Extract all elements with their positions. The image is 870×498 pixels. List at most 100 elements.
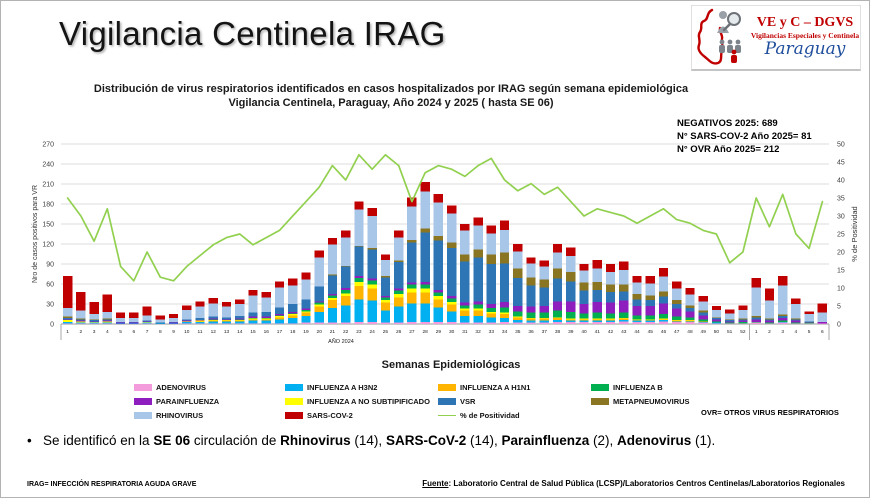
svg-text:0: 0 [50, 322, 54, 329]
footer-source-text: : Laboratorio Central de Salud Pública (… [448, 479, 845, 488]
svg-text:40: 40 [837, 178, 845, 185]
svg-text:4: 4 [795, 329, 798, 335]
svg-text:6: 6 [132, 329, 135, 335]
svg-text:4: 4 [106, 329, 109, 335]
svg-text:13: 13 [224, 329, 230, 335]
stacked-bars [62, 182, 828, 324]
svg-text:26: 26 [396, 329, 402, 335]
svg-text:28: 28 [422, 329, 428, 335]
legend-item-influenza-a-h3n2: INFLUENZA A H3N2 [285, 382, 377, 393]
x-group-label: AÑO 2024 [328, 338, 354, 345]
svg-text:3: 3 [93, 329, 96, 335]
y-left-axis-title: Nro de casos positivos para VR [32, 185, 39, 283]
paraguay-map-outline-icon [697, 8, 724, 65]
svg-text:35: 35 [515, 329, 521, 335]
svg-text:45: 45 [837, 160, 845, 167]
svg-text:48: 48 [687, 329, 693, 335]
svg-text:2: 2 [768, 329, 771, 335]
svg-text:14: 14 [237, 329, 243, 335]
svg-text:25: 25 [837, 232, 845, 239]
svg-text:37: 37 [542, 329, 548, 335]
legend-item-influenza-b: INFLUENZA B [591, 382, 663, 393]
svg-text:1: 1 [66, 329, 69, 335]
svg-text:12: 12 [211, 329, 217, 335]
ovr-note: OVR= OTROS VIRUS RESPIRATORIOS [701, 408, 839, 417]
y-right-tick-labels: 0 5 10 15 20 25 30 35 40 45 50 [837, 142, 845, 329]
svg-text:45: 45 [648, 329, 654, 335]
svg-text:60: 60 [46, 282, 54, 289]
legend-swatch [285, 412, 303, 419]
positivity-line [66, 153, 824, 282]
svg-text:2: 2 [80, 329, 83, 335]
svg-text:50: 50 [837, 142, 845, 149]
svg-text:33: 33 [489, 329, 495, 335]
svg-text:25: 25 [383, 329, 389, 335]
y-right-axis-title: % de Positividad [850, 206, 859, 261]
magnifier-person-icon [717, 10, 741, 33]
svg-text:46: 46 [661, 329, 667, 335]
legend-swatch [591, 384, 609, 391]
svg-text:40: 40 [581, 329, 587, 335]
svg-text:5: 5 [119, 329, 122, 335]
svg-text:16: 16 [264, 329, 270, 335]
svg-text:29: 29 [436, 329, 442, 335]
page-title: Vigilancia Centinela IRAG [59, 15, 446, 52]
legend-swatch [134, 398, 152, 405]
svg-text:19: 19 [303, 329, 309, 335]
chart-title: Distribución de virus respiratorios iden… [41, 82, 741, 110]
svg-text:20: 20 [837, 250, 845, 257]
legend-label: METAPNEUMOVIRUS [613, 397, 690, 406]
svg-text:10: 10 [837, 286, 845, 293]
x-tick-labels: 1 2 3 4 5 6 7 8 9 10 11 12 13 14 15 16 17 18 19 20 21 22 23 24 2… [66, 329, 824, 335]
svg-text:6: 6 [821, 329, 824, 335]
legend-label: INFLUENZA A H3N2 [307, 383, 378, 392]
chart-canvas: 0306090120150180210240270051015202530354… [32, 142, 859, 346]
bullet-marker: • [27, 433, 32, 448]
svg-text:30: 30 [449, 329, 455, 335]
svg-text:90: 90 [46, 262, 54, 269]
year-separators [60, 324, 830, 340]
footer-abbreviation-note: IRAG= INFECCIÓN RESPIRATORIA AGUDA GRAVE [27, 481, 197, 488]
svg-text:22: 22 [343, 329, 349, 335]
svg-text:41: 41 [595, 329, 601, 335]
legend-swatch [591, 398, 609, 405]
legend-item-parainfluenza: PARAINFLUENZA [134, 396, 219, 407]
summary-bullet-text: Se identificó en la SE 06 circulación de… [43, 433, 716, 448]
legend-label: RHINOVIRUS [156, 411, 204, 420]
legend-swatch [285, 398, 303, 405]
y-left-tick-labels: 0 30 60 90 120 150 180 210 240 270 [42, 142, 54, 329]
svg-text:270: 270 [42, 142, 54, 149]
org-logo: VE y C – DGVS Vigilancias Especiales y C… [691, 5, 861, 71]
svg-text:9: 9 [172, 329, 175, 335]
svg-text:35: 35 [837, 196, 845, 203]
chart-annotations: NEGATIVOS 2025: 689 N° SARS-COV-2 Año 20… [677, 117, 812, 156]
svg-text:50: 50 [714, 329, 720, 335]
legend-item-vsr: VSR [438, 396, 475, 407]
footer-source-label: Fuente [422, 479, 449, 488]
x-axis-title: Semanas Epidemiológicas [381, 359, 521, 371]
legend-item-adenovirus: ADENOVIRUS [134, 382, 206, 393]
svg-text:11: 11 [198, 329, 203, 335]
svg-text:43: 43 [621, 329, 627, 335]
svg-text:38: 38 [555, 329, 561, 335]
svg-text:21: 21 [330, 329, 336, 335]
annotation-sars-count: N° SARS-COV-2 Año 2025= 81 [677, 131, 812, 142]
svg-text:180: 180 [42, 202, 54, 209]
legend-swatch [438, 415, 456, 416]
svg-text:5: 5 [808, 329, 811, 335]
svg-text:39: 39 [568, 329, 574, 335]
svg-text:31: 31 [462, 329, 468, 335]
legend-item-rhinovirus: RHINOVIRUS [134, 410, 203, 421]
svg-text:5: 5 [837, 304, 841, 311]
svg-text:32: 32 [475, 329, 481, 335]
chart: 0 30 60 90 120 150 180 210 240 270 0 5 10 15 20 25 30 35 4… [1, 131, 869, 366]
legend-label: INFLUENZA A H1N1 [460, 383, 531, 392]
legend-swatch [438, 398, 456, 405]
legend-label: VSR [460, 397, 476, 406]
svg-text:15: 15 [250, 329, 256, 335]
legend-swatch [285, 384, 303, 391]
legend-swatch [134, 384, 152, 391]
logo-subtitle: Vigilancias Especiales y Centinela [750, 30, 860, 40]
svg-text:23: 23 [356, 329, 362, 335]
